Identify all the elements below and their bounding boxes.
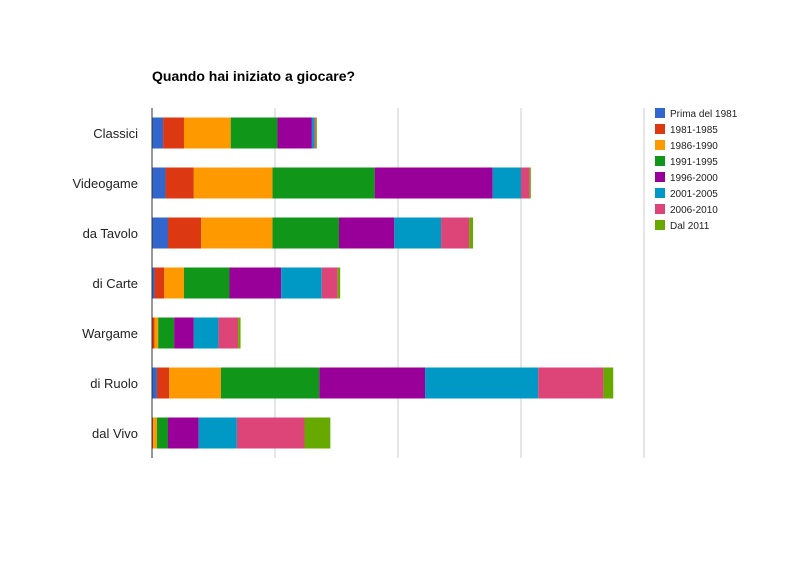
category-label: di Carte (92, 276, 138, 291)
bar-segment (469, 217, 474, 249)
bar-segment (163, 117, 184, 149)
bar-segment (374, 167, 493, 199)
legend: Prima del 1981 1981-1985 1986-1990 1991-199… (655, 108, 738, 232)
bar-segment (158, 317, 175, 349)
legend-label: 2006-2010 (670, 205, 718, 216)
bar-segment (152, 367, 157, 399)
legend-swatch (655, 188, 665, 198)
legend-swatch (655, 156, 665, 166)
bar-segment (319, 367, 426, 399)
legend-label: 1986-1990 (670, 141, 718, 152)
bar-segment (337, 267, 341, 299)
bar-segment (201, 217, 273, 249)
bar-segment (321, 267, 338, 299)
bar-segment (425, 367, 539, 399)
bar-segment (272, 217, 339, 249)
legend-swatch (655, 172, 665, 182)
bar-segment (165, 167, 194, 199)
bar-segment (198, 417, 237, 449)
legend-label: 2001-2005 (670, 189, 718, 200)
bar-segment (281, 267, 322, 299)
bar-segment (538, 367, 604, 399)
category-label: Classici (93, 126, 138, 141)
legend-label: 1981-1985 (670, 125, 718, 136)
bar-segment (152, 417, 154, 449)
legend-swatch (655, 220, 665, 230)
category-label: dal Vivo (92, 426, 138, 441)
legend-label: Dal 2011 (670, 221, 710, 232)
bar-segment (218, 317, 239, 349)
bar-segment (152, 267, 155, 299)
legend-swatch (655, 140, 665, 150)
bar-segment (338, 217, 395, 249)
category-label: da Tavolo (83, 226, 138, 241)
category-label: di Ruolo (90, 376, 138, 391)
bar-segment (603, 367, 614, 399)
bar-segment (153, 417, 157, 449)
bar-segment (238, 317, 241, 349)
bar-segment (277, 117, 312, 149)
bar-segment (220, 367, 320, 399)
bar-segment (441, 217, 470, 249)
bar-segment (236, 417, 305, 449)
bar-segment (304, 417, 331, 449)
legend-label: 1991-1995 (670, 157, 718, 168)
bar-segment (230, 117, 278, 149)
bar-segment (193, 167, 273, 199)
bar-segment (229, 267, 282, 299)
bar-segment (167, 217, 202, 249)
bars (152, 117, 614, 449)
legend-swatch (655, 108, 665, 118)
bar-segment (174, 317, 194, 349)
bar-segment (164, 267, 184, 299)
legend-swatch (655, 124, 665, 134)
chart-title: Quando hai iniziato a giocare? (152, 68, 355, 84)
bar-segment (394, 217, 442, 249)
legend-label: 1996-2000 (670, 173, 718, 184)
category-labels: Classici Videogame da Tavolo di Carte Wargam… (72, 126, 138, 441)
bar-segment (311, 117, 315, 149)
bar-segment (154, 267, 165, 299)
bar-segment (156, 417, 168, 449)
bar-segment (272, 167, 375, 199)
category-label: Wargame (82, 326, 138, 341)
bar-segment (154, 317, 159, 349)
bar-segment (156, 367, 170, 399)
legend-label: Prima del 1981 (670, 109, 738, 120)
bar-segment (183, 117, 231, 149)
bar-segment (152, 317, 155, 349)
bar-segment (315, 117, 317, 149)
legend-swatch (655, 204, 665, 214)
bar-segment (183, 267, 230, 299)
bar-segment (152, 167, 166, 199)
bar-segment (521, 167, 530, 199)
bar-segment (314, 117, 316, 149)
category-label: Videogame (72, 176, 138, 191)
bar-segment (152, 217, 168, 249)
bar-segment (167, 417, 199, 449)
bar-segment (529, 167, 531, 199)
bar-segment (169, 367, 221, 399)
bar-segment (152, 117, 164, 149)
bar-segment (492, 167, 521, 199)
bar-segment (193, 317, 219, 349)
